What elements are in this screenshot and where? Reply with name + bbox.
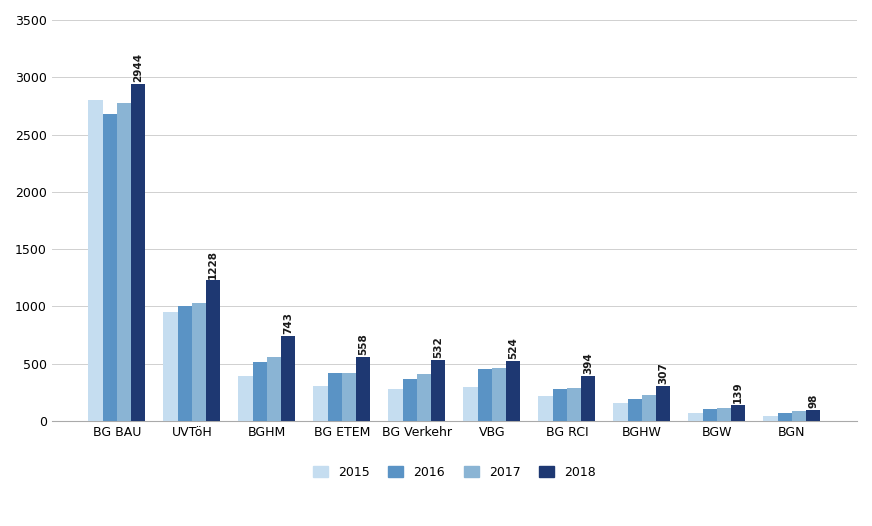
Bar	[117, 103, 131, 421]
Bar	[192, 303, 206, 421]
Bar	[642, 395, 656, 421]
Bar	[581, 376, 596, 421]
Bar	[253, 362, 267, 421]
Bar	[281, 336, 296, 421]
Bar	[206, 280, 221, 421]
Bar	[792, 411, 806, 421]
Bar	[717, 408, 731, 421]
Bar	[478, 369, 492, 421]
Bar	[492, 368, 506, 421]
Bar	[538, 396, 553, 421]
Bar	[731, 405, 746, 421]
Bar	[356, 357, 371, 421]
Text: 743: 743	[283, 312, 293, 334]
Legend: 2015, 2016, 2017, 2018: 2015, 2016, 2017, 2018	[313, 466, 596, 479]
Bar	[703, 409, 717, 421]
Bar	[778, 413, 792, 421]
Bar	[178, 306, 192, 421]
Bar	[431, 360, 446, 421]
Text: 307: 307	[658, 362, 668, 384]
Bar	[388, 389, 403, 421]
Bar	[267, 357, 281, 421]
Text: 139: 139	[733, 382, 743, 403]
Text: 98: 98	[808, 393, 818, 408]
Bar	[806, 410, 821, 421]
Bar	[567, 388, 581, 421]
Text: 1228: 1228	[208, 249, 218, 278]
Bar	[656, 386, 671, 421]
Bar	[163, 312, 178, 421]
Bar	[506, 361, 521, 421]
Bar	[417, 374, 431, 421]
Bar	[103, 114, 117, 421]
Bar	[463, 387, 478, 421]
Bar	[328, 373, 342, 421]
Bar	[313, 386, 328, 421]
Bar	[88, 100, 103, 421]
Bar	[342, 373, 356, 421]
Text: 532: 532	[433, 337, 443, 358]
Bar	[628, 399, 642, 421]
Text: 394: 394	[583, 352, 593, 374]
Text: 2944: 2944	[133, 53, 143, 82]
Bar	[763, 416, 778, 421]
Bar	[131, 84, 146, 421]
Bar	[553, 389, 567, 421]
Bar	[238, 376, 253, 421]
Bar	[688, 413, 703, 421]
Bar	[613, 402, 628, 421]
Text: 524: 524	[508, 337, 518, 359]
Text: 558: 558	[358, 333, 368, 355]
Bar	[403, 379, 417, 421]
